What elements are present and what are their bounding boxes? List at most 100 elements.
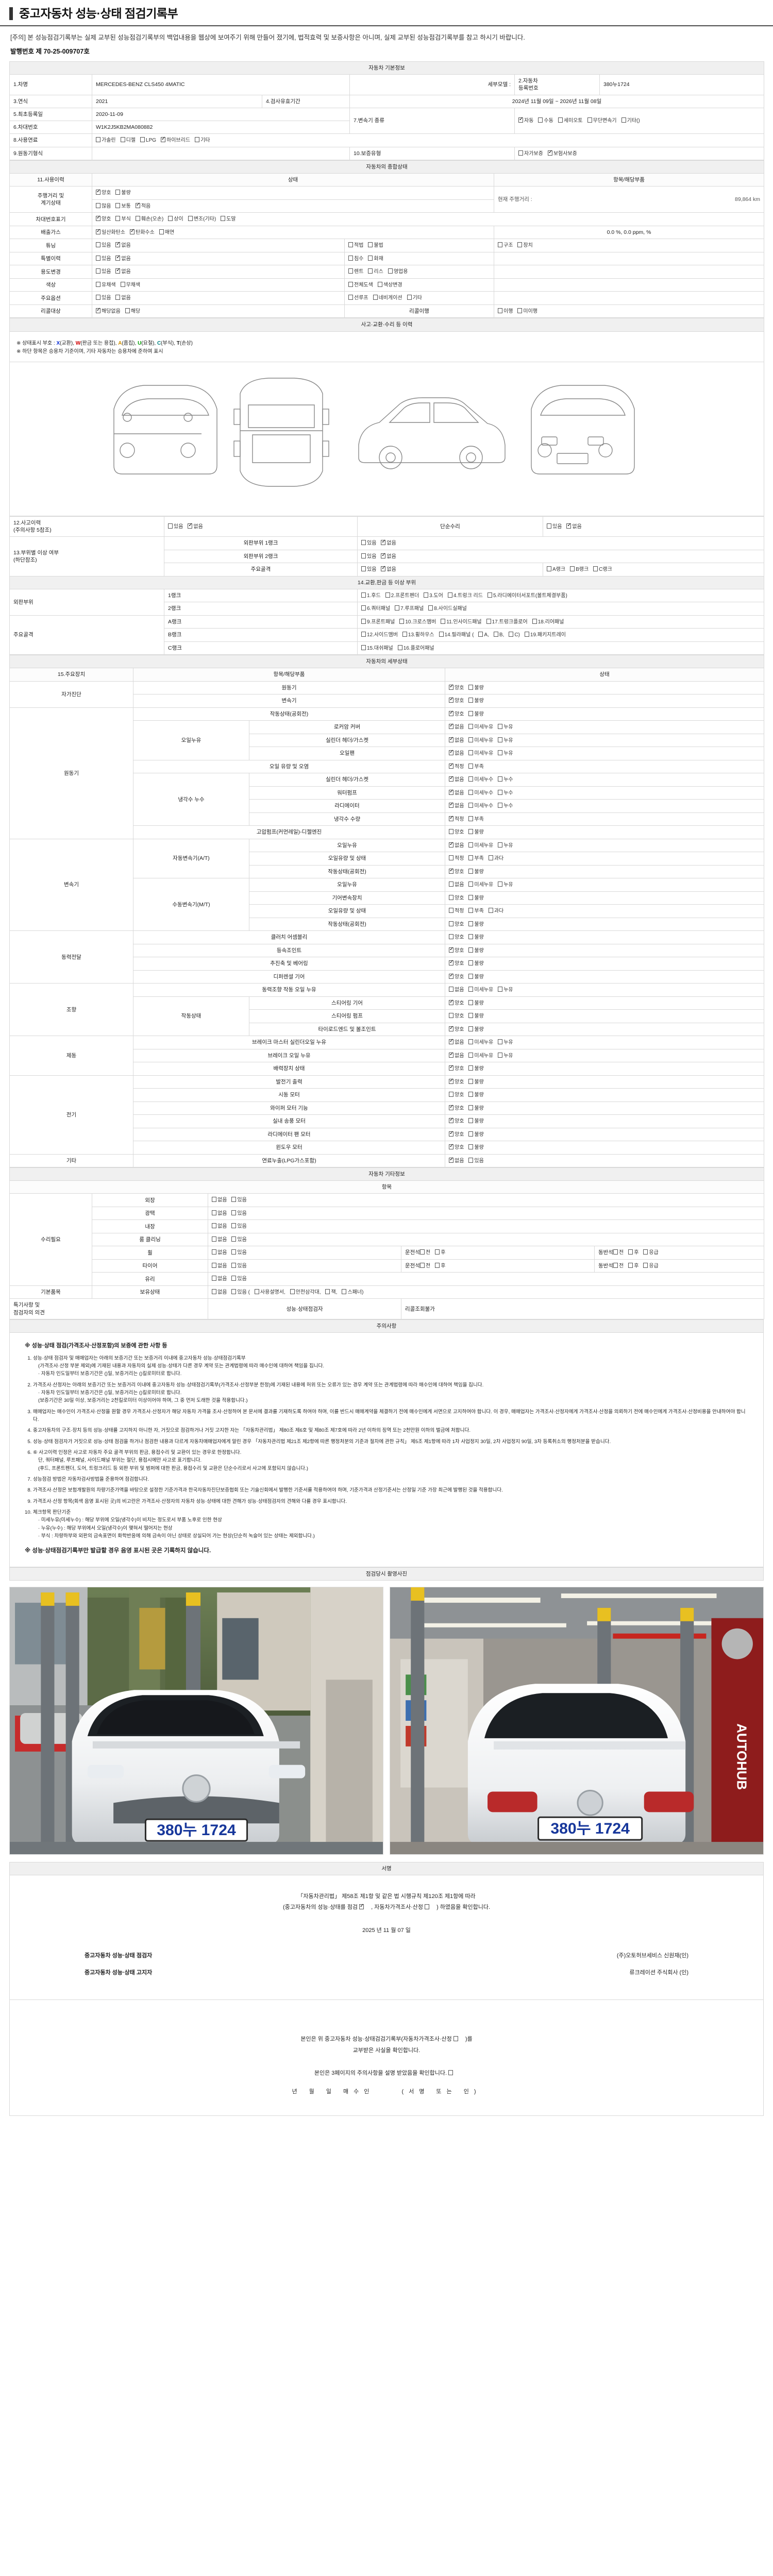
- checkbox-driver-0[interactable]: 전: [419, 1262, 430, 1270]
- checkbox-option-1[interactable]: 미세누수: [468, 776, 493, 784]
- check-price-assessment[interactable]: [425, 1903, 430, 1912]
- checkbox-option-0[interactable]: 없음: [449, 736, 464, 744]
- checkbox-option-1[interactable]: 13.휠하우스: [402, 632, 434, 639]
- checkbox-option-0[interactable]: 렌트: [348, 268, 363, 276]
- checkbox-option-4[interactable]: 잭,: [325, 1289, 337, 1296]
- checkbox-option-0[interactable]: 선루프: [348, 295, 368, 302]
- checkbox-option-0[interactable]: 자가보증: [518, 150, 543, 158]
- checkbox-option-0[interactable]: 양호: [449, 1104, 464, 1112]
- checkbox-passenger-0[interactable]: 전: [613, 1249, 624, 1257]
- checkbox-option-3[interactable]: 17.트렁크플로어: [486, 618, 528, 626]
- checkbox-option-2[interactable]: 누유: [498, 1052, 513, 1060]
- checkbox-passenger-2[interactable]: 응급: [643, 1262, 659, 1270]
- checkbox-option-0[interactable]: 있음: [168, 523, 183, 531]
- checkbox-option-2[interactable]: 누수: [498, 776, 513, 784]
- checkbox-option-1[interactable]: 장치: [517, 242, 533, 249]
- checkbox-option-1[interactable]: 있음: [231, 1236, 247, 1244]
- checkbox-option-0[interactable]: 양호: [449, 1130, 464, 1139]
- checkbox-option-0[interactable]: 없음: [449, 1038, 464, 1046]
- checkbox-option-0[interactable]: 적정: [449, 908, 464, 915]
- checkbox-option-1[interactable]: 불량: [468, 1144, 484, 1151]
- checkbox-option-1[interactable]: 불법: [368, 242, 383, 249]
- checkbox-option-2[interactable]: 8.사이드실패널: [428, 605, 467, 613]
- checkbox-option-0[interactable]: 양호: [449, 868, 464, 876]
- checkbox-option-0[interactable]: 있음: [96, 255, 111, 263]
- checkbox-option-0[interactable]: 있음: [96, 295, 111, 302]
- checkbox-option-1[interactable]: 부식: [115, 216, 131, 223]
- checkbox-option-0[interactable]: 가솔린: [96, 137, 116, 144]
- checkbox-option-0[interactable]: 유채색: [96, 281, 116, 289]
- checkbox-option-4[interactable]: 5.라디에이터서포트(볼트체결부품): [487, 592, 567, 600]
- checkbox-option-1[interactable]: 부족: [468, 908, 484, 915]
- checkbox-option-0[interactable]: 적법: [348, 242, 363, 249]
- checkbox-option-0[interactable]: 없음: [212, 1249, 227, 1257]
- checkbox-passenger-1[interactable]: 후: [628, 1249, 638, 1257]
- checkbox-option-2[interactable]: 누수: [498, 789, 513, 797]
- checkbox-option-1[interactable]: 불량: [468, 829, 484, 836]
- checkbox-option-1[interactable]: 있음: [231, 1262, 247, 1270]
- checkbox-option-2[interactable]: 누유: [498, 724, 513, 731]
- checkbox-option-0[interactable]: 양호: [449, 894, 464, 902]
- checkbox-passenger-1[interactable]: 후: [628, 1262, 638, 1270]
- checkbox-option-1[interactable]: 불량: [468, 934, 484, 941]
- checkbox-option-1[interactable]: 미세누유: [468, 882, 493, 889]
- checkbox-option-0[interactable]: 많음: [96, 202, 111, 210]
- checkbox-option-0[interactable]: 있음: [547, 523, 562, 531]
- checkbox-option-1[interactable]: 부족: [468, 763, 484, 771]
- checkbox-option-0[interactable]: 없음: [212, 1236, 227, 1244]
- checkbox-option-0[interactable]: 9.프론트패널: [361, 618, 395, 626]
- checkbox-option-1[interactable]: 리스: [368, 268, 383, 276]
- checkbox-option-1[interactable]: 네비게이션: [373, 295, 402, 302]
- checkbox-option-1[interactable]: 불량: [468, 1065, 484, 1073]
- checkbox-option-1[interactable]: 없음: [566, 522, 582, 531]
- checkbox-option-0[interactable]: 양호: [449, 934, 464, 941]
- check-explained-cautions[interactable]: [448, 2069, 454, 2079]
- checkbox-option-0[interactable]: 없음: [212, 1289, 227, 1296]
- checkbox-option-0[interactable]: 없음: [212, 1210, 227, 1217]
- checkbox-option-0[interactable]: 전체도색: [348, 281, 373, 289]
- checkbox-option-1[interactable]: 보험사보증: [547, 149, 577, 158]
- checkbox-option-1[interactable]: 있음 (: [231, 1289, 250, 1296]
- checkbox-option-1[interactable]: 미세누유: [468, 737, 493, 744]
- checkbox-option-1[interactable]: 불량: [468, 1105, 484, 1112]
- checkbox-option-0[interactable]: 양호: [449, 973, 464, 981]
- checkbox-option-0[interactable]: 없음: [449, 882, 464, 889]
- checkbox-option-1[interactable]: 미세누유: [468, 842, 493, 850]
- check-receipt-assessment[interactable]: [453, 2035, 459, 2045]
- checkbox-option-1[interactable]: 불량: [468, 1131, 484, 1139]
- checkbox-option-0[interactable]: 있음: [361, 566, 376, 573]
- checkbox-driver-0[interactable]: 전: [419, 1249, 430, 1257]
- checkbox-option-2[interactable]: 적음: [135, 202, 150, 210]
- checkbox-passenger-2[interactable]: 응급: [643, 1249, 659, 1257]
- checkbox-option-1[interactable]: 미세누수: [468, 803, 493, 810]
- checkbox-option-5[interactable]: 도말: [221, 216, 236, 223]
- checkbox-option-0[interactable]: 적정: [449, 762, 464, 771]
- checkbox-option-3[interactable]: 무단변속기: [587, 117, 617, 125]
- checkbox-option-0[interactable]: 있음: [361, 540, 376, 547]
- checkbox-option-4[interactable]: 기타(): [621, 117, 640, 125]
- checkbox-option-6[interactable]: 19.패키지트레이: [524, 632, 566, 639]
- checkbox-option-0[interactable]: 양호: [449, 1064, 464, 1073]
- checkbox-option-4[interactable]: B,: [493, 632, 504, 639]
- checkbox-option-1[interactable]: 불량: [468, 868, 484, 876]
- checkbox-option-2[interactable]: 누유: [498, 737, 513, 744]
- checkbox-option-3[interactable]: 하이브리드: [161, 136, 190, 144]
- checkbox-option-1[interactable]: 부족: [468, 816, 484, 823]
- checkbox-option-0[interactable]: 없음: [449, 723, 464, 731]
- checkbox-option-1[interactable]: 미세누유: [468, 750, 493, 757]
- checkbox-option-0[interactable]: 없음: [449, 789, 464, 797]
- checkbox-option-3[interactable]: 상이: [168, 216, 183, 223]
- checkbox-option-1[interactable]: 불량: [468, 1013, 484, 1020]
- checkbox-option-0[interactable]: 적정: [449, 815, 464, 823]
- checkbox-option-1[interactable]: 없음: [115, 255, 131, 263]
- checkbox-option-0[interactable]: 없음: [449, 749, 464, 757]
- checkbox-option-0[interactable]: 없음: [449, 1157, 464, 1165]
- checkbox-option-1[interactable]: 불량: [468, 999, 484, 1007]
- checkbox-option-0[interactable]: 양호: [449, 921, 464, 928]
- checkbox-option-0[interactable]: 없음: [449, 1052, 464, 1060]
- checkbox-option-1[interactable]: 10.크로스맴버: [399, 618, 436, 626]
- checkbox-option-1[interactable]: 불량: [468, 921, 484, 928]
- checkbox-option-2[interactable]: 사용설명서,: [254, 1289, 285, 1296]
- checkbox-option-1[interactable]: 불량: [468, 947, 484, 955]
- checkbox-option-2[interactable]: 3.도어: [424, 592, 443, 600]
